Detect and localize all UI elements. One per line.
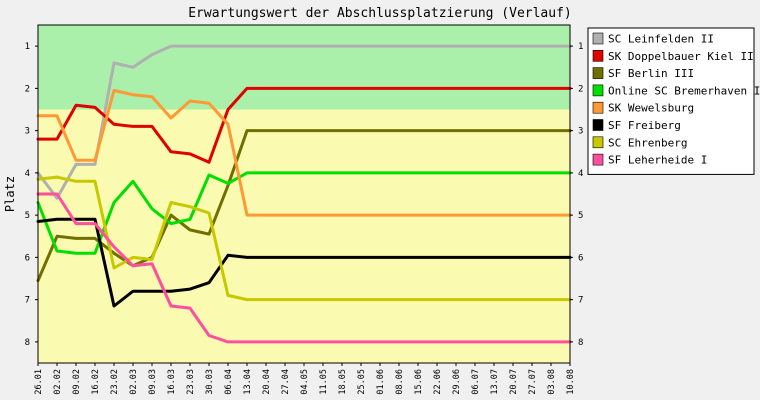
x-tick-label: 13.07: [490, 369, 500, 395]
legend-swatch: [592, 67, 604, 79]
y-ticks-right: 1 2 3 4 5 6 7 8: [570, 42, 583, 348]
y-tick-label-right: 8: [578, 338, 583, 348]
legend-swatch: [592, 136, 604, 149]
y-tick-label-right: 6: [578, 253, 583, 263]
x-tick-label: 25.05: [357, 369, 367, 395]
x-tick-label: 23.03: [186, 369, 196, 395]
legend-label: SC Ehrenberg: [608, 136, 687, 149]
legend-label: SK Doppelbauer Kiel II: [608, 50, 754, 63]
y-axis-label: Platz: [3, 176, 17, 212]
legend-label: SF Berlin III: [608, 67, 694, 80]
x-tick-label: 13.04: [243, 369, 253, 395]
y-tick-label-left: 4: [25, 169, 30, 179]
legend-swatch: [592, 32, 604, 45]
y-tick-label-left: 2: [25, 84, 30, 94]
zone-band-1: [38, 109, 570, 363]
y-ticks-left: 1 2 3 4 5 6 7 8: [25, 42, 38, 348]
y-tick-label-right: 7: [578, 296, 583, 306]
x-tick-label: 09.03: [148, 369, 158, 395]
y-tick-label-left: 7: [25, 296, 30, 306]
y-tick-label-right: 5: [578, 211, 583, 221]
series-lines: [36, 44, 572, 344]
y-tick-label-right: 4: [578, 169, 583, 179]
x-ticks: 26.01 02.02 09.02 16.02 23.02 02.03 09.03 16.03…: [34, 363, 576, 395]
x-tick-label: 02.02: [53, 369, 63, 395]
x-tick-label: 16.03: [167, 369, 177, 395]
series-line-6: [36, 217, 572, 308]
series-line-1: [36, 44, 572, 200]
x-tick-label: 06.04: [224, 369, 234, 395]
zone-band-0: [38, 25, 570, 110]
chart-title: Erwartungswert der Abschlussplatzierung …: [188, 6, 572, 21]
legend-label: SK Wewelsburg: [608, 102, 694, 115]
x-tick-label: 09.02: [72, 369, 82, 395]
x-tick-label: 08.06: [395, 369, 405, 395]
legend-swatch: [592, 84, 604, 97]
y-tick-label-right: 3: [578, 127, 583, 137]
x-tick-label: 20.07: [509, 369, 519, 395]
x-tick-label: 03.08: [547, 369, 557, 395]
legend-swatch: [592, 119, 604, 131]
x-tick-label: 02.03: [129, 369, 139, 395]
x-tick-label: 22.06: [433, 369, 443, 395]
x-tick-label: 15.06: [414, 369, 424, 395]
y-tick-label-left: 6: [25, 253, 30, 263]
legend-box: [587, 27, 755, 175]
x-tick-label: 27.04: [281, 369, 291, 395]
background-zones: [38, 25, 570, 363]
x-tick-label: 16.02: [91, 369, 101, 395]
x-tick-label: 30.03: [205, 369, 215, 395]
series-line-4: [36, 171, 572, 255]
x-tick-label: 26.01: [34, 369, 44, 395]
y-tick-label-left: 5: [25, 211, 30, 221]
legend-label: SC Leinfelden II: [608, 33, 714, 46]
y-tick-label-right: 2: [578, 84, 583, 94]
x-tick-label: 01.06: [376, 369, 386, 395]
y-tick-label-left: 1: [25, 42, 30, 52]
x-tick-label: 20.04: [262, 369, 272, 395]
legend: SC Leinfelden II SK Doppelbauer Kiel II SF…: [587, 27, 760, 175]
y-tick-label-left: 8: [25, 338, 30, 348]
legend-swatch: [592, 153, 604, 166]
x-tick-label: 06.07: [471, 369, 481, 395]
legend-label: SF Freiberg: [608, 119, 681, 132]
x-tick-label: 29.06: [452, 369, 462, 395]
x-tick-label: 11.05: [319, 369, 329, 395]
legend-swatch: [592, 101, 604, 114]
y-tick-label-left: 3: [25, 127, 30, 137]
legend-label: SF Leherheide I: [608, 154, 707, 167]
legend-swatch: [592, 49, 604, 62]
x-tick-label: 27.07: [528, 369, 538, 395]
x-tick-label: 10.08: [566, 369, 576, 395]
legend-label: Online SC Bremerhaven II: [608, 84, 760, 97]
x-tick-label: 23.02: [110, 369, 120, 395]
series-line-8: [36, 192, 572, 344]
series-line-5: [36, 89, 572, 217]
y-tick-label-right: 1: [578, 42, 583, 52]
series-line-2: [36, 86, 572, 164]
x-tick-label: 04.05: [300, 369, 310, 395]
x-tick-label: 18.05: [338, 369, 348, 395]
